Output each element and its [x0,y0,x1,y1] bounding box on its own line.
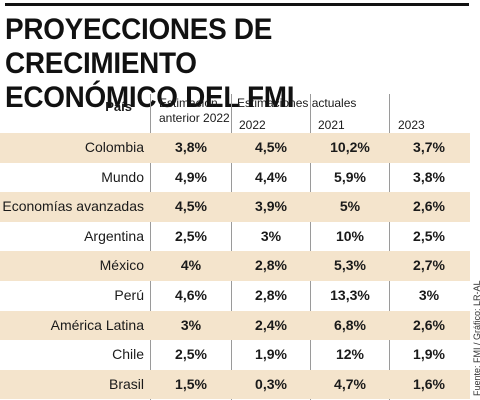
value-cell: 3,8% [413,168,445,185]
table-row: Colombia 3,8% 4,5% 10,2% 3,7% [0,133,470,163]
title-line-2: ECONÓMICO DEL FMI [5,81,295,114]
value-cell: 1,9% [413,346,445,363]
header-prev-estimate: Estimación anterior 2022 [159,96,230,126]
value-cell: 1,6% [413,375,445,392]
table-header: País Estimación anterior 2022 Estimacion… [0,92,470,133]
value-cell: 4% [180,257,202,274]
value-cell: 5,3% [334,257,366,274]
value-cell: 3% [180,316,202,333]
value-cell: 5% [339,198,361,215]
title-line-1: PROYECCIONES DE CRECIMIENTO [5,13,273,80]
column-divider [150,94,151,400]
value-cell: 2,5% [175,346,207,363]
value-cell: 3,9% [255,198,287,215]
value-cell: 3,8% [175,139,207,155]
country-label: Chile [112,346,144,363]
table-row: México 4% 2,8% 5,3% 2,7% [0,251,470,281]
value-cell: 4,4% [255,168,287,185]
value-cell: 2,8% [255,257,287,274]
column-divider [310,94,311,400]
value-cell: 2,5% [413,227,445,244]
country-label: Argentina [84,227,144,244]
country-label: Brasil [108,375,144,392]
value-cell: 10,2% [330,139,370,155]
value-cell: 10% [335,227,365,244]
table-row: Brasil 1,5% 0,3% 4,7% 1,6% [0,369,470,400]
country-label: Mundo [101,168,144,185]
header-country: País [105,99,132,114]
value-cell: 3% [260,227,282,244]
table-row: Argentina 2,5% 3% 10% 2,5% [0,222,470,252]
table-row: Mundo 4,9% 4,4% 5,9% 3,8% [0,163,470,193]
table-row: América Latina 3% 2,4% 6,8% 2,6% [0,310,470,341]
value-cell: 4,9% [175,168,207,185]
value-cell: 3% [418,286,440,303]
country-label: Economías avanzadas [2,198,144,215]
table-row: Chile 2,5% 1,9% 12% 1,9% [0,340,470,370]
country-label: Colombia [84,139,144,155]
header-prev-line-1: Estimación [159,96,218,110]
value-cell: 2,8% [255,286,287,303]
header-year-2: 2021 [318,118,345,132]
top-rule [5,3,469,6]
value-cell: 1,9% [255,346,287,363]
value-cell: 13,3% [330,286,370,303]
header-year-3: 2023 [398,118,425,132]
value-cell: 2,4% [255,316,287,333]
table-row: Economías avanzadas 4,5% 3,9% 5% 2,6% [0,192,470,222]
country-label: Perú [114,286,144,303]
table-body: Colombia 3,8% 4,5% 10,2% 3,7% Mundo 4,9% 4,4% 5,… [0,133,470,400]
value-cell: 2,6% [413,316,445,333]
header-year-1: 2022 [239,118,266,132]
value-cell: 3,7% [413,139,445,155]
source-note: Fuente: FMI / Gráfico: LR-AL [472,280,480,396]
value-cell: 1,5% [175,375,207,392]
value-cell: 4,5% [175,198,207,215]
chart-title: PROYECCIONES DE CRECIMIENTO ECONÓMICO DE… [5,13,442,115]
column-divider [389,94,390,400]
value-cell: 4,5% [255,139,287,155]
value-cell: 5,9% [334,168,366,185]
header-current-estimates: Estimaciones actuales [237,96,357,110]
country-label: México [99,257,144,274]
column-divider [231,94,232,400]
table-row: Perú 4,6% 2,8% 13,3% 3% [0,281,470,311]
value-cell: 4,6% [175,286,207,303]
value-cell: 12% [335,346,365,363]
value-cell: 2,7% [413,257,445,274]
value-cell: 2,6% [413,198,445,215]
value-cell: 6,8% [334,316,366,333]
header-prev-line-2: anterior 2022 [159,111,230,125]
value-cell: 4,7% [334,375,366,392]
growth-table: País Estimación anterior 2022 Estimacion… [0,92,470,400]
value-cell: 0,3% [255,375,287,392]
value-cell: 2,5% [175,227,207,244]
country-label: América Latina [50,316,144,333]
